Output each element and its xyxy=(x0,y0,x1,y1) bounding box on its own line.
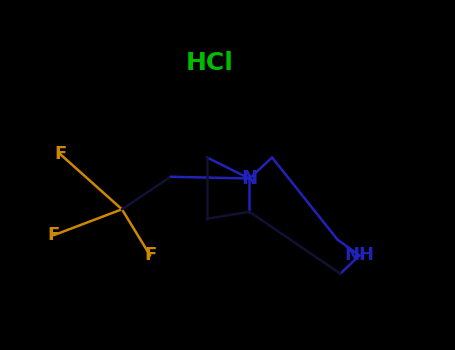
Text: F: F xyxy=(144,246,156,265)
Text: NH: NH xyxy=(344,246,374,265)
Text: HCl: HCl xyxy=(185,51,233,75)
Text: N: N xyxy=(241,169,258,188)
Text: F: F xyxy=(54,145,66,163)
Text: F: F xyxy=(48,226,60,244)
